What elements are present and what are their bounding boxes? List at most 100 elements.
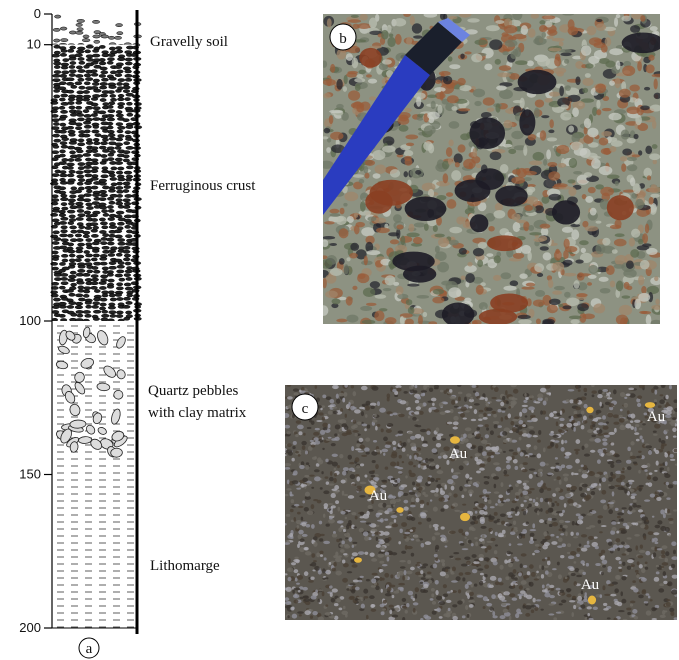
grain <box>437 470 444 474</box>
speckle <box>650 26 658 31</box>
grain <box>621 542 625 545</box>
grain <box>573 423 578 427</box>
gravel <box>126 166 133 169</box>
gravel <box>123 205 130 208</box>
grain <box>654 470 658 472</box>
gravel <box>99 74 106 77</box>
grain <box>311 553 315 557</box>
grain <box>411 497 415 502</box>
gravel <box>77 269 85 272</box>
speckle <box>454 153 463 163</box>
grain <box>652 477 658 482</box>
gravel <box>52 251 59 254</box>
grain <box>471 543 474 546</box>
grain <box>654 448 657 452</box>
speckle <box>595 184 604 189</box>
grain <box>495 544 498 546</box>
grain <box>384 573 389 578</box>
grain <box>354 409 361 413</box>
speckle <box>519 273 527 279</box>
grain <box>638 595 644 599</box>
gravel <box>108 171 115 174</box>
grain <box>513 452 518 455</box>
gravel <box>77 118 84 121</box>
grain <box>440 571 446 576</box>
speckle <box>554 286 565 290</box>
gravel <box>123 258 130 261</box>
gravel <box>78 69 86 72</box>
speckle <box>495 103 500 112</box>
grain <box>498 578 502 582</box>
speckle <box>585 226 598 232</box>
speckle <box>616 315 628 325</box>
grain <box>462 577 465 581</box>
grain <box>334 468 337 471</box>
grain <box>576 532 579 535</box>
grain <box>576 505 579 507</box>
speckle <box>560 112 571 121</box>
grain <box>469 511 473 516</box>
grain <box>405 610 408 614</box>
grain <box>418 487 422 491</box>
speckle <box>476 164 481 168</box>
grain <box>318 459 324 464</box>
grain <box>555 487 560 491</box>
grain <box>407 454 410 457</box>
speckle <box>511 177 525 184</box>
grain <box>319 551 323 555</box>
gravel <box>83 294 89 297</box>
grain <box>624 397 627 399</box>
gravel <box>75 202 83 205</box>
speckle <box>537 56 550 66</box>
speckle <box>635 199 644 209</box>
grain <box>432 610 437 614</box>
speckle <box>493 275 501 281</box>
grain <box>324 557 327 560</box>
gravel <box>118 78 125 81</box>
grain <box>434 554 438 557</box>
grain <box>502 431 507 435</box>
speckle <box>547 304 558 313</box>
speckle <box>586 26 596 35</box>
grain <box>548 613 554 615</box>
grain <box>522 450 526 453</box>
gravel <box>116 138 123 141</box>
grain <box>412 482 415 486</box>
grain <box>504 559 508 563</box>
gravel <box>53 134 60 137</box>
grain <box>587 541 590 545</box>
speckle <box>627 157 637 161</box>
speckle <box>560 53 571 57</box>
gravel <box>109 234 116 237</box>
grain <box>415 434 422 439</box>
grain <box>330 471 333 476</box>
grain <box>559 430 565 433</box>
grain <box>638 451 642 453</box>
grain <box>502 396 505 401</box>
gravel <box>93 226 99 229</box>
gravel <box>116 46 122 49</box>
speckle <box>641 311 651 314</box>
gravel <box>100 303 107 306</box>
gravel <box>102 267 109 270</box>
grain <box>292 614 297 619</box>
grain <box>595 563 601 566</box>
grain <box>539 519 544 523</box>
speckle <box>443 173 449 183</box>
grain <box>548 498 553 503</box>
grain <box>522 430 526 433</box>
grain <box>559 496 564 500</box>
grain <box>304 507 309 511</box>
speckle <box>565 246 578 252</box>
gravel <box>116 253 122 256</box>
gravel <box>108 36 114 39</box>
gravel <box>109 225 117 228</box>
grain <box>434 387 439 389</box>
dark-nodule <box>622 32 664 53</box>
speckle <box>526 283 535 287</box>
gravel <box>124 254 131 257</box>
panel-label: c <box>302 401 309 417</box>
grain <box>620 409 623 412</box>
grain <box>595 474 600 478</box>
gravel <box>91 186 98 189</box>
